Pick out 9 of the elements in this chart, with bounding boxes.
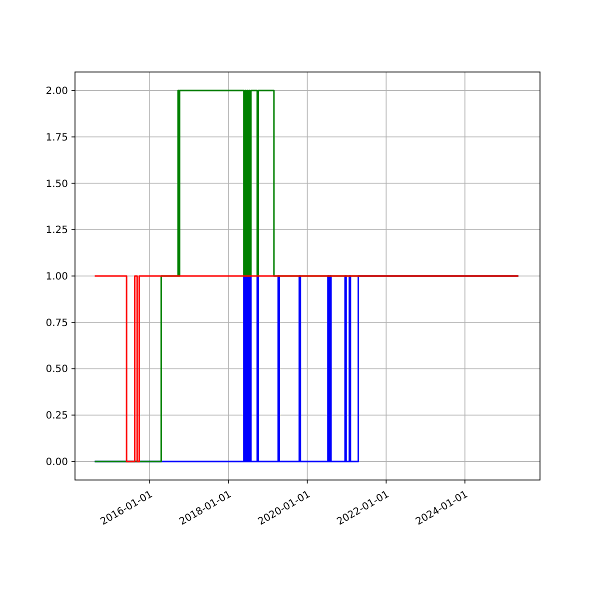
y-tick-label: 0.75 — [46, 318, 68, 329]
y-tick-label: 1.25 — [46, 225, 68, 236]
y-tick-label: 0.50 — [46, 364, 68, 376]
y-tick-label: 0.25 — [46, 410, 68, 422]
y-tick-label: 0.00 — [46, 456, 68, 468]
y-tick-label: 2.00 — [46, 86, 68, 98]
y-tick-label: 1.75 — [46, 132, 68, 144]
y-tick-label: 1.50 — [46, 178, 68, 190]
y-tick-label: 1.00 — [46, 272, 68, 282]
